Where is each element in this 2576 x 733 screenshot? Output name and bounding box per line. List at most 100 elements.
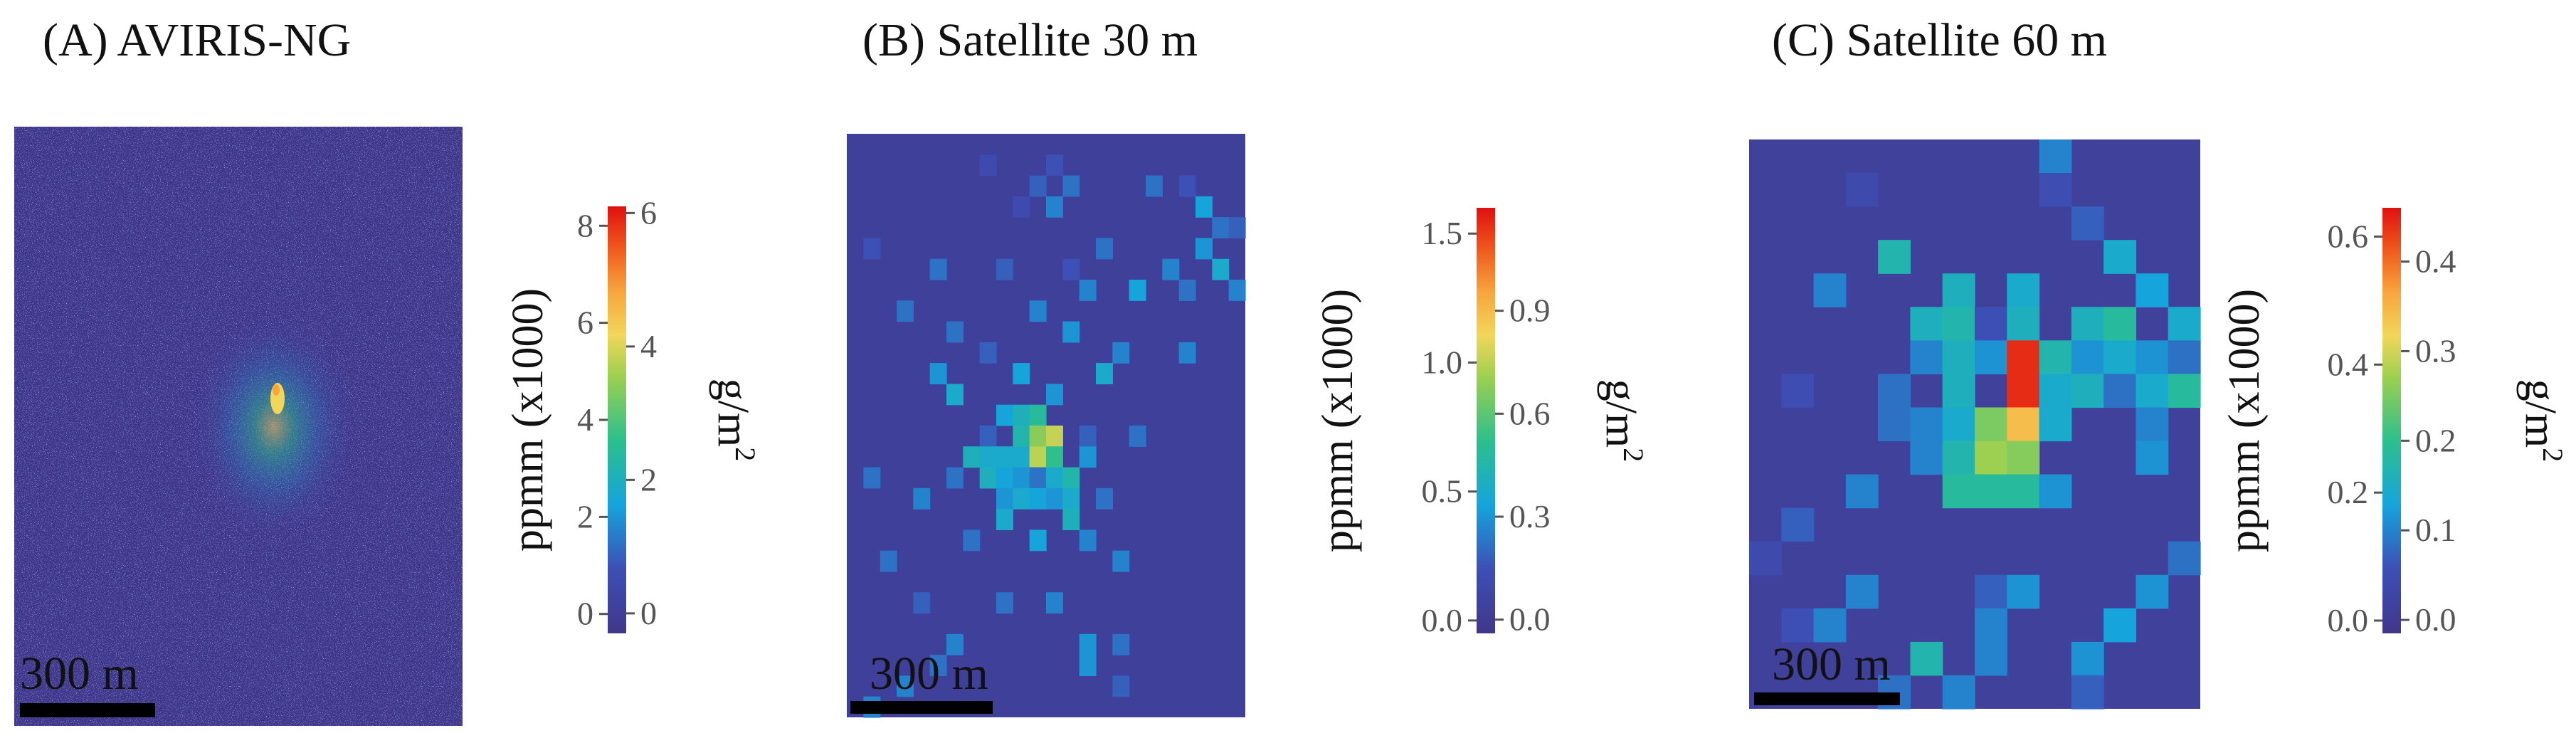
panel-c-colorbar-gradient — [2382, 208, 2401, 633]
panel-b-pixel — [1046, 384, 1063, 406]
panel-b-pixel — [1046, 196, 1063, 218]
panel-b-pixel — [1112, 550, 1130, 572]
panel-b-pixel — [1013, 426, 1030, 447]
panel-b-pixel — [1046, 592, 1063, 614]
panel-a-colorbar-right-axis-label: g/m2 — [709, 379, 761, 461]
panel-c-pixel — [2071, 340, 2104, 375]
panel-b-pixel — [1029, 300, 1047, 322]
panel-b-pixel — [1178, 280, 1196, 301]
panel-b-pixel — [1029, 404, 1047, 426]
panel-c-pixel — [2103, 240, 2137, 274]
panel-b-pixel — [1079, 280, 1097, 301]
panel-a-colorbar-left-tick-label: 6 — [577, 305, 593, 341]
panel-c-pixel — [2103, 307, 2137, 341]
panel-c-pixel — [1942, 474, 1975, 509]
panel-b-pixel — [1146, 175, 1163, 197]
panel-b-pixel — [1079, 655, 1097, 677]
panel-c-pixel — [2136, 340, 2169, 375]
panel-b-pixel — [996, 509, 1013, 531]
panel-c-pixel — [1878, 240, 1911, 274]
panel-b-pixel — [1096, 238, 1113, 260]
panel-b-pixel — [1112, 633, 1130, 655]
panel-c-colorbar-right-tick-label: 0.2 — [2415, 422, 2456, 458]
panel-b-pixel — [1029, 426, 1047, 447]
panel-b-pixel — [929, 363, 947, 385]
panel-b-colorbar-right-tick-label: 0.3 — [1509, 498, 1551, 534]
panel-c-pixel — [1813, 608, 1847, 643]
panel-c-pixel — [1975, 608, 2007, 643]
panel-c-pixel — [1975, 307, 2007, 341]
panel-c-pixel — [2103, 608, 2137, 643]
panel-c-pixel — [2039, 173, 2072, 207]
panel-b-pixel — [1046, 426, 1063, 447]
panel-b-colorbar-right-tick-label: 0.0 — [1509, 601, 1551, 638]
panel-b-pixel — [1062, 467, 1080, 489]
panel-c-colorbar-right-tick-label: 0.0 — [2415, 601, 2456, 638]
panel-c-colorbar-left-tick-label: 0.6 — [2328, 218, 2369, 254]
panel-c-colorbar-right-tick-label: 0.1 — [2415, 512, 2456, 548]
panel-c-colorbar-left-axis-label: ppmm (x1000) — [2220, 289, 2269, 552]
panel-b-pixel — [863, 238, 881, 260]
panel-c-pixel — [1942, 307, 1975, 341]
panel-b-pixel — [1046, 467, 1063, 489]
panel-a-colorbar-right-tick-label: 6 — [640, 194, 657, 231]
panel-b-pixel — [1029, 529, 1047, 552]
panel-b-pixel — [946, 467, 964, 489]
panel-b-pixel — [946, 321, 964, 343]
panel-c-pixel — [1910, 307, 1943, 341]
panel-b-title: (B) Satellite 30 m — [862, 14, 1198, 66]
panel-b-pixel — [1029, 175, 1047, 197]
panel-c-pixel — [1845, 474, 1879, 509]
panel-b-pixel — [1228, 280, 1246, 301]
panel-b-pixel — [1129, 280, 1146, 301]
panel-b-colorbar-left-tick-label: 0.5 — [1422, 473, 1463, 510]
panel-b-pixel — [946, 384, 964, 406]
panel-b-pixel — [1228, 217, 1246, 239]
panel-b-pixel — [1112, 675, 1130, 697]
panel-a-colorbar-right-tick-label: 0 — [640, 595, 657, 631]
panel-b-pixel — [1062, 258, 1080, 280]
panel-c-pixel — [1749, 541, 1782, 576]
panel-a-colorbar-right-tick-label: 2 — [640, 461, 657, 497]
panel-b-pixel — [1212, 258, 1230, 280]
panel-c-pixel — [2007, 574, 2040, 609]
panel-b-pixel — [946, 633, 964, 655]
panel-b-pixel — [897, 675, 914, 697]
panel-b-pixel — [1013, 446, 1030, 468]
panel-c-pixel — [2136, 441, 2169, 475]
panel-c-pixel — [2168, 374, 2201, 408]
panel-b-colorbar-left-tick-label: 1.0 — [1422, 344, 1463, 380]
panel-c-pixel — [1942, 675, 1975, 710]
panel-b-pixel — [1029, 467, 1047, 489]
panel-b-scale-label: 300 m — [870, 648, 988, 700]
panel-b-colorbar: 0.0 0.5 1.0 1.5 0.0 0.3 0.6 0.9 ppmm (x1000) g/m2 — [1314, 208, 1649, 638]
panel-a-colorbar-left-tick-label: 0 — [577, 596, 593, 632]
panel-c-pixel — [1975, 574, 2007, 609]
panel-c-pixel — [1942, 340, 1975, 375]
panel-b-pixel — [1178, 175, 1196, 197]
panel-b-colorbar-right-tick-label: 0.6 — [1509, 395, 1551, 431]
panel-c-pixel — [1813, 273, 1847, 307]
panel-a-scale-bar — [20, 703, 155, 717]
panel-c-map — [1749, 139, 2201, 710]
panel-b-pixel — [1079, 529, 1097, 552]
panel-a-plume-peak — [273, 384, 280, 396]
panel-c-pixel — [1975, 340, 2007, 375]
panel-b-colorbar-right-axis-label: g/m2 — [1597, 379, 1649, 462]
panel-b-pixel — [863, 467, 881, 489]
panel-a: (A) AVIRIS-NG 300 m 0 2 4 6 8 0 2 4 6 ppmm (x1000… — [14, 14, 761, 726]
panel-c-pixel — [2136, 574, 2169, 609]
panel-b-colorbar-right-tick-label: 0.9 — [1509, 292, 1551, 329]
panel-c-pixel — [2007, 374, 2040, 408]
panel-c-pixel — [1942, 374, 1975, 408]
panel-b-colorbar-left-axis-label: ppmm (x1000) — [1314, 289, 1362, 552]
panel-b-pixel — [979, 342, 997, 364]
panel-b-pixel — [1178, 342, 1196, 364]
panel-c-colorbar: 0.0 0.2 0.4 0.6 0.0 0.1 0.2 0.3 0.4 ppmm (x1000) g… — [2220, 208, 2569, 638]
panel-c-colorbar-left-tick-label: 0.2 — [2328, 474, 2369, 510]
panel-b-pixel — [929, 258, 947, 280]
panel-b-pixel — [1046, 487, 1063, 510]
panel-b-pixel — [979, 446, 997, 468]
panel-b-pixel — [996, 258, 1013, 280]
